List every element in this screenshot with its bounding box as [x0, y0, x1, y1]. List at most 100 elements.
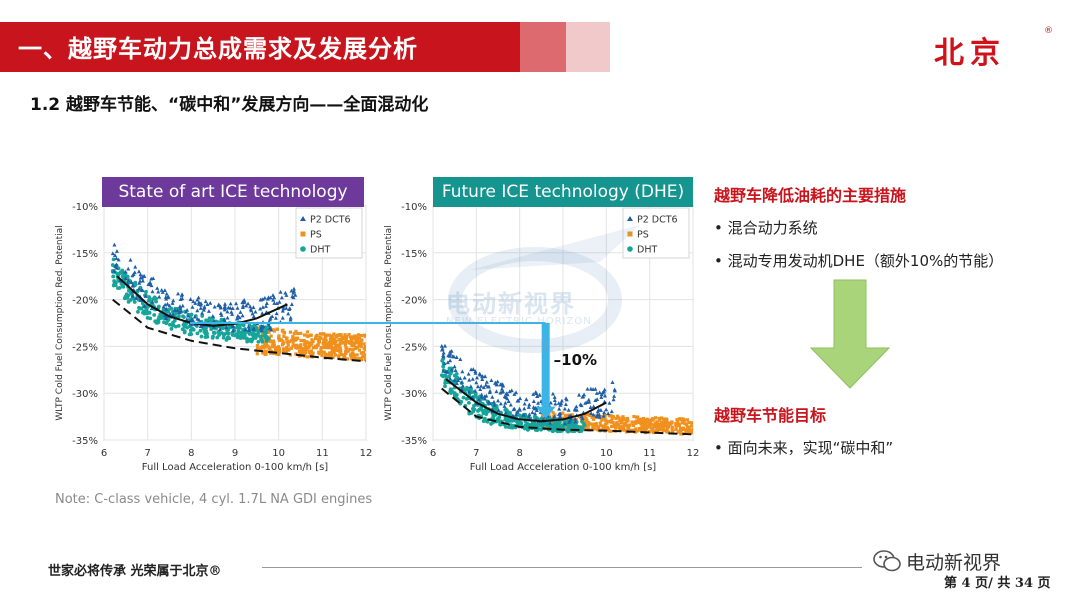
ps-point: [314, 345, 319, 349]
p2-point: [175, 308, 180, 313]
legend-box: [622, 207, 690, 259]
ps-point: [297, 349, 302, 353]
dht-point: [180, 327, 185, 332]
ps-point: [357, 344, 361, 348]
dht-point: [204, 326, 208, 330]
p2-point: [460, 383, 465, 388]
ps-point: [654, 416, 658, 420]
x-tick-label: 11: [316, 448, 329, 459]
ps-point: [337, 355, 341, 359]
ps-point: [293, 343, 297, 348]
ps-point: [648, 418, 652, 422]
ps-point: [359, 338, 363, 342]
ps-point: [294, 329, 298, 333]
ps-point: [623, 428, 627, 432]
p2-point: [208, 301, 213, 305]
p2-point: [139, 287, 144, 292]
ps-point: [648, 424, 652, 428]
p2-point: [553, 401, 558, 406]
p2-point: [481, 385, 486, 390]
p2-point: [486, 384, 491, 389]
p2-point: [160, 290, 165, 294]
p2-point: [489, 378, 494, 383]
ps-point: [638, 428, 642, 432]
ps-point: [599, 423, 603, 428]
dht-point: [256, 340, 261, 344]
p2-point: [279, 295, 284, 300]
dht-point: [264, 327, 269, 332]
ps-point: [302, 351, 306, 355]
x-tick-label: 10: [600, 448, 613, 459]
p2-point: [131, 283, 136, 288]
p2-point: [587, 399, 592, 404]
p2-point: [129, 280, 134, 285]
ps-point: [295, 346, 299, 350]
p2-point: [291, 286, 296, 291]
ps-point: [324, 352, 328, 356]
ps-point: [346, 340, 350, 344]
p2-point: [223, 306, 228, 311]
dht-point: [582, 423, 587, 428]
y-tick-label: -30%: [72, 389, 98, 400]
p2-point: [262, 295, 267, 300]
dht-point: [498, 422, 503, 427]
wechat-account-name: 电动新视界: [906, 552, 1002, 574]
p2-point: [458, 357, 463, 361]
ps-point: [320, 353, 324, 358]
p2-point: [176, 291, 181, 296]
p2-point: [149, 276, 154, 281]
p2-point: [206, 309, 211, 313]
dht-point: [241, 323, 246, 328]
p2-point: [498, 390, 503, 395]
ps-point: [686, 426, 690, 430]
ps-point: [361, 354, 365, 358]
ps-point: [335, 333, 340, 337]
dht-point: [167, 322, 172, 327]
ps-point: [289, 346, 294, 350]
chart-1-title: State of art ICE technology: [102, 177, 364, 207]
p2-point: [267, 326, 272, 330]
p2-point: [467, 389, 472, 394]
ps-point: [359, 344, 363, 348]
dht-point: [144, 289, 148, 294]
ps-point: [685, 418, 690, 422]
ps-point: [631, 423, 636, 427]
ps-point: [677, 417, 681, 421]
dht-point: [250, 331, 255, 336]
ps-point: [349, 341, 353, 345]
p2-point: [114, 262, 119, 267]
y-tick-label: -25%: [72, 342, 98, 353]
p2-point: [164, 316, 169, 321]
dht-point: [444, 376, 449, 380]
ps-point: [679, 432, 683, 436]
p2-point: [588, 405, 593, 409]
p2-point: [136, 269, 141, 274]
ps-point: [357, 336, 362, 340]
legend-label: P2 DCT6: [310, 215, 351, 226]
p2-point: [473, 371, 478, 375]
y-tick-label: -10%: [72, 202, 98, 213]
p2-point: [190, 304, 195, 309]
p2-point: [577, 392, 582, 397]
ps-point: [263, 342, 267, 346]
p2-point: [113, 253, 118, 257]
dht-point: [113, 280, 118, 285]
ps-point: [337, 337, 341, 341]
ps-point: [302, 339, 306, 343]
ps-point: [565, 415, 569, 419]
ps-point: [348, 347, 352, 351]
ps-point: [302, 333, 307, 337]
ps-point: [317, 340, 321, 344]
p2-point: [585, 386, 590, 391]
dht-point: [116, 286, 120, 291]
p2-point: [132, 270, 137, 275]
p2-point: [241, 303, 246, 308]
dht-point: [120, 283, 125, 288]
ps-point: [564, 425, 568, 429]
p2-point: [559, 398, 564, 403]
ps-point: [674, 422, 678, 426]
ps-point: [343, 340, 348, 344]
p2-point: [265, 296, 270, 301]
ps-point: [657, 427, 661, 432]
dht-point: [120, 274, 125, 279]
